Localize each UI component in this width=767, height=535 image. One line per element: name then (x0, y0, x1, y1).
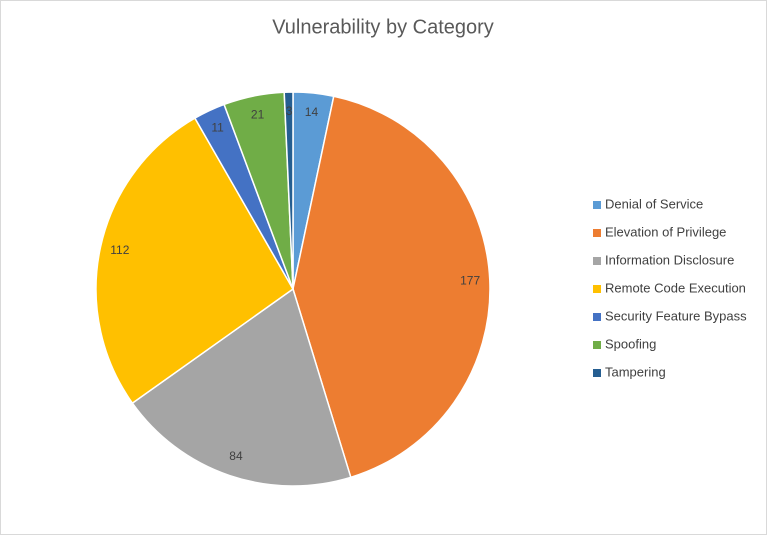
legend-label: Information Disclosure (605, 252, 734, 267)
data-label: 11 (211, 121, 224, 135)
legend-label: Denial of Service (605, 196, 703, 211)
legend-label: Elevation of Privilege (605, 224, 726, 239)
pie-slice (131, 287, 352, 487)
pie-slice (95, 117, 294, 405)
data-label: 177 (460, 273, 480, 287)
data-label: 3 (286, 104, 293, 118)
chart-title: Vulnerability by Category (272, 16, 494, 38)
data-label: 84 (229, 449, 243, 463)
legend-swatch (593, 285, 601, 293)
data-label: 14 (305, 105, 319, 119)
pie-slice (292, 95, 491, 479)
legend-label: Remote Code Execution (605, 280, 746, 295)
legend-swatch (593, 229, 601, 237)
legend-swatch (593, 313, 601, 321)
legend-swatch (593, 257, 601, 265)
data-label: 112 (110, 243, 129, 257)
legend-label: Spoofing (605, 336, 656, 351)
legend-label: Tampering (605, 364, 666, 379)
data-label: 21 (251, 107, 265, 121)
legend-swatch (593, 369, 601, 377)
pie-slice (283, 91, 294, 290)
legend-label: Security Feature Bypass (605, 308, 747, 323)
legend-swatch (593, 341, 601, 349)
legend-swatch (593, 201, 601, 209)
